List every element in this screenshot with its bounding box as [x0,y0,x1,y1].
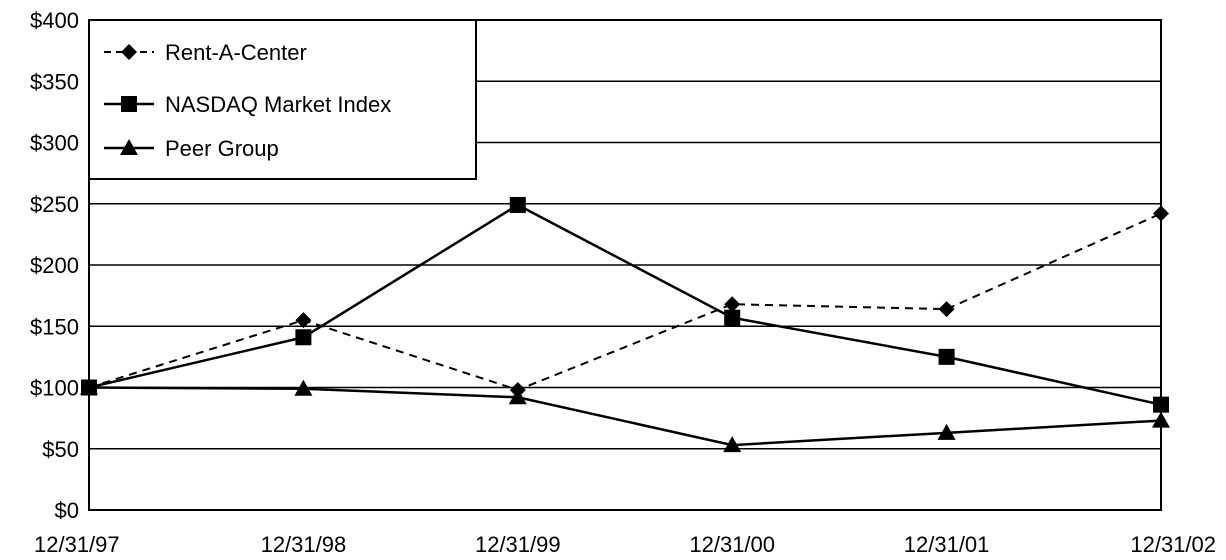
series-markers [80,196,1170,453]
diamond-marker-icon [121,44,137,60]
data-point-nasdaq-market-index [1153,396,1169,413]
y-tick-label: $350 [30,69,79,94]
x-tick-label: 12/31/01 [904,532,990,557]
x-tick-label: 12/31/98 [261,532,347,557]
x-tick-label: 12/31/99 [475,532,561,557]
legend-label-nasdaq: NASDAQ Market Index [165,92,391,117]
data-point-nasdaq-market-index [509,196,526,213]
data-point-peer-group [1152,411,1170,428]
y-tick-label: $400 [30,8,79,33]
legend-item-peer-group: Peer Group [104,136,279,161]
legend-box [88,19,477,180]
data-point-peer-group [294,379,313,396]
data-point-peer-group [723,436,742,453]
legend-item-rent-a-center: Rent-A-Center [104,40,307,65]
series-line-nasdaq-market-index [88,203,1162,406]
y-tick-label: $200 [30,253,79,278]
legend-item-nasdaq: NASDAQ Market Index [104,92,391,117]
y-tick-label: $50 [42,437,79,462]
series-line-peer-group [88,386,1162,447]
series-lines [88,203,1162,447]
legend-label-peer-group: Peer Group [165,136,279,161]
data-point-rent-a-center [724,296,741,313]
y-tick-label: $250 [30,192,79,217]
square-marker-icon [121,96,137,112]
data-point-nasdaq-market-index [724,309,741,326]
y-tick-label: $300 [30,131,79,156]
triangle-marker-icon [120,139,138,155]
y-axis-tick-labels: $0 $50 $100 $150 $200 $250 $300 $350 $400 [30,8,79,523]
x-tick-label: 12/31/00 [689,532,775,557]
x-tick-label: 12/31/97 [34,532,120,557]
legend: Rent-A-Center NASDAQ Market Index Peer G… [88,19,477,180]
y-tick-label: $100 [30,376,79,401]
x-tick-label: 12/31/02 [1130,532,1216,557]
y-tick-label: $0 [55,498,79,523]
y-tick-label: $150 [30,314,79,339]
x-axis-tick-labels: 12/31/97 12/31/98 12/31/99 12/31/00 12/31/01… [34,532,1216,557]
data-point-peer-group [508,388,527,405]
data-point-peer-group [937,423,956,440]
data-point-rent-a-center [295,312,312,329]
data-point-rent-a-center [938,301,955,318]
legend-label-rent-a-center: Rent-A-Center [165,40,307,65]
data-point-nasdaq-market-index [938,348,955,365]
series-line-rent-a-center [88,212,1162,392]
data-point-rent-a-center [1153,205,1169,222]
plot-area-border [88,19,1162,511]
data-point-peer-group [80,378,98,395]
data-point-nasdaq-market-index [295,329,312,346]
